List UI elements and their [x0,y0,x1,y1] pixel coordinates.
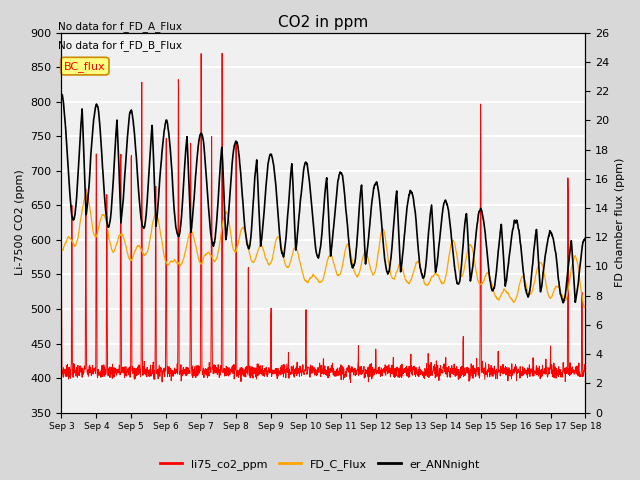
Legend: li75_co2_ppm, FD_C_Flux, er_ANNnight: li75_co2_ppm, FD_C_Flux, er_ANNnight [156,455,484,474]
Text: No data for f_FD_B_Flux: No data for f_FD_B_Flux [58,40,182,51]
Y-axis label: FD chamber flux (ppm): FD chamber flux (ppm) [615,158,625,288]
Text: BC_flux: BC_flux [64,60,106,72]
Y-axis label: Li-7500 CO2 (ppm): Li-7500 CO2 (ppm) [15,170,25,276]
Text: No data for f_FD_A_Flux: No data for f_FD_A_Flux [58,21,182,32]
Title: CO2 in ppm: CO2 in ppm [278,15,369,30]
